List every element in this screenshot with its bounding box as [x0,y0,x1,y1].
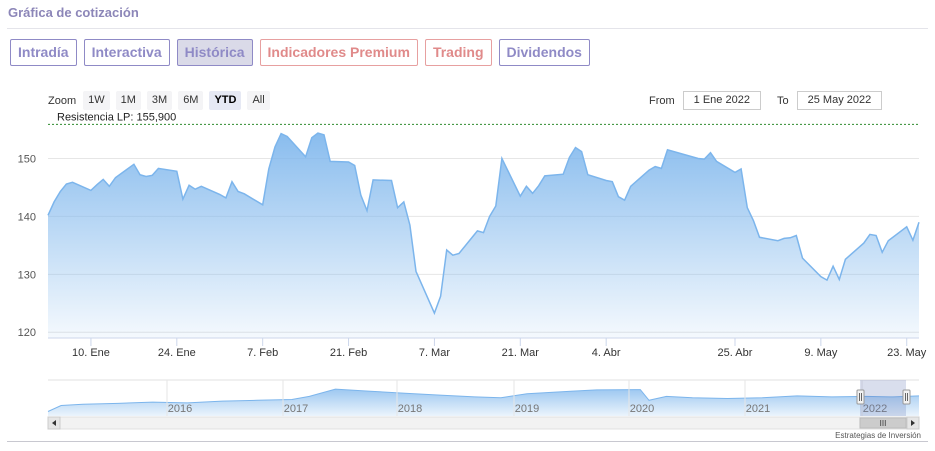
x-tick-label: 24. Ene [158,347,196,359]
zoom-1w-button[interactable]: 1W [83,91,110,110]
navigator-area [48,389,919,416]
section-title: Gráfica de cotización [8,5,139,20]
from-date-input[interactable]: 1 Ene 2022 [682,91,761,110]
x-tick-label: 10. Ene [72,347,110,359]
x-tick-label: 21. Feb [330,347,367,359]
price-area [48,133,919,338]
navigator-line [47,388,920,412]
range-from: From 1 Ene 2022 [649,91,761,110]
y-tick-label: 130 [18,269,36,281]
x-tick-label: 21. Mar [502,347,540,359]
x-tick-label: 7. Mar [419,347,451,359]
x-tick-label: 4. Abr [592,347,621,359]
navigator-scrollbar[interactable] [47,416,920,430]
tab-indicadores-premium[interactable]: Indicadores Premium [259,39,418,66]
navigator-year-label: 2022 [863,403,887,415]
price-line [47,132,920,316]
zoom-ytd-button[interactable]: YTD [209,91,242,110]
scroll-right-arrow-icon [911,420,915,426]
zoom-label: Zoom [48,94,77,107]
credit-text: Estrategias de Inversión [835,431,921,440]
chart-tabs: Intradía Interactiva Histórica Indicador… [10,39,597,66]
to-date-input[interactable]: 25 May 2022 [796,91,883,110]
x-tick-label: 23. May [887,347,927,359]
navigator-year-label: 2016 [168,403,192,415]
to-label: To [777,94,789,107]
tab-trading[interactable]: Trading [424,39,492,66]
title-divider [7,28,928,29]
resistance-label: Resistencia LP: 155,900 [57,111,176,123]
zoom-3m-button[interactable]: 3M [146,91,173,110]
scrollbar-thumb[interactable] [859,417,907,429]
navigator-selection [860,380,906,416]
y-tick-label: 150 [18,154,36,166]
scrollbar-grip-label: III [880,419,887,428]
y-tick-label: 120 [18,327,36,339]
bottom-divider [7,441,928,442]
tab-interactiva[interactable]: Interactiva [83,39,170,66]
x-tick-label: 25. Abr [718,347,753,359]
navigator-year-label: 2019 [515,403,539,415]
x-tick-label: 9. May [804,347,838,359]
scroll-left-arrow-icon [52,420,56,426]
navigator-handle[interactable] [902,389,911,405]
navigator-handle[interactable] [856,389,865,405]
zoom-bar: Zoom 1W 1M 3M 6M YTD All [48,91,276,110]
tab-dividendos[interactable]: Dividendos [498,39,590,66]
navigator-year-label: 2017 [284,403,308,415]
navigator-year-label: 2020 [630,403,654,415]
x-tick-label: 7. Feb [247,347,278,359]
zoom-all-button[interactable]: All [247,91,270,110]
zoom-1m-button[interactable]: 1M [115,91,141,110]
range-to: To 25 May 2022 [777,91,883,110]
zoom-6m-button[interactable]: 6M [178,91,204,110]
tab-historica[interactable]: Histórica [176,39,253,66]
navigator-year-label: 2018 [398,403,422,415]
navigator-year-label: 2021 [746,403,770,415]
y-tick-label: 140 [18,211,36,223]
from-label: From [649,94,675,107]
tab-intradia[interactable]: Intradía [10,39,77,66]
